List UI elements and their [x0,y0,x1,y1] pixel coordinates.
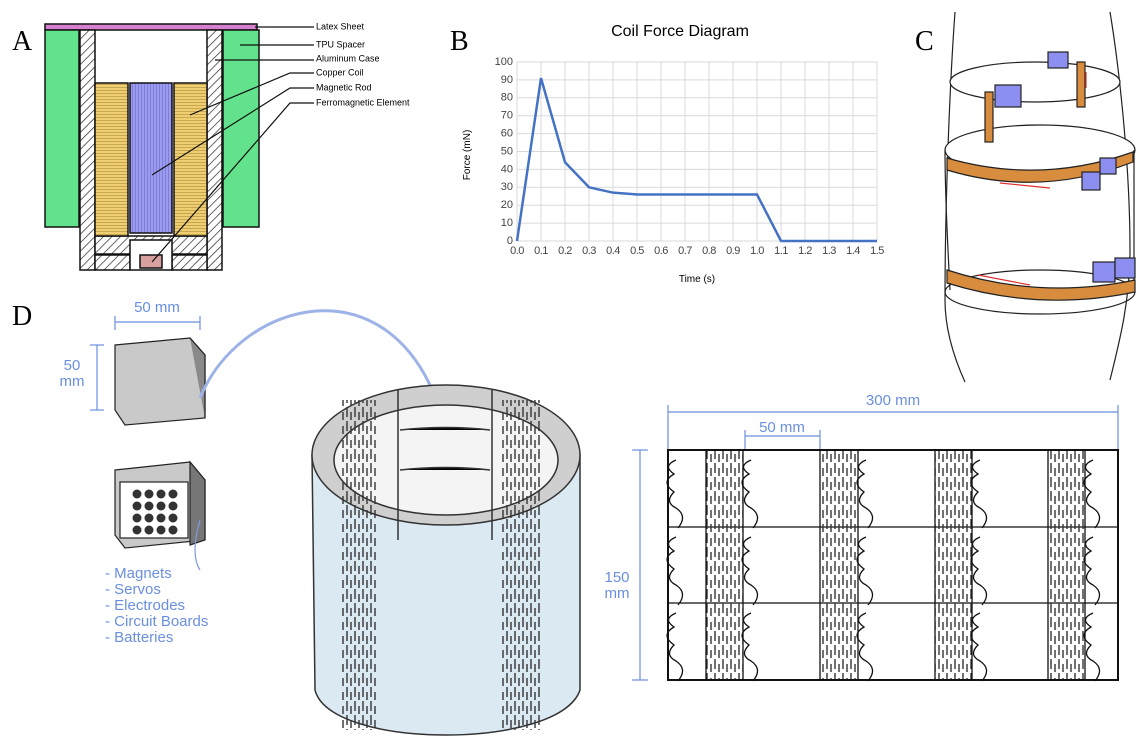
keypad-dot [145,490,154,499]
keypad-dot [133,490,142,499]
dimension-label: 50 [64,357,81,374]
y-tick-label: 80 [501,92,513,104]
keypad-dot [169,502,178,511]
y-tick-label: 70 [501,110,513,122]
part-label: Aluminum Case [316,53,380,63]
leg-illustration [945,12,1135,382]
panel-letter: C [915,26,934,57]
figure: A B C D Latex Sheet TPU Spacer Aluminum … [0,0,1139,748]
keypad-dot [157,514,166,523]
y-axis-label: Force (mN) [462,130,473,181]
part-label: Latex Sheet [316,21,365,31]
x-tick-label: 0.6 [654,245,668,257]
force-chart: Coil Force Diagram Time (s) Force (mN) 0… [462,23,884,285]
keypad-dot [157,502,166,511]
force-line [517,78,877,241]
dimension-label: mm [60,373,85,390]
x-tick-label: 0.3 [582,245,596,257]
y-tick-label: 90 [501,74,513,86]
dimension-label: 150 [604,569,629,586]
keypad-dot [133,526,142,535]
x-tick-label: 1.0 [750,245,764,257]
y-tick-label: 50 [501,145,513,157]
x-tick-label: 0.4 [606,245,620,257]
slit-strip [706,451,743,679]
dimension-label: 50 mm [759,419,805,436]
keypad-dot [145,526,154,535]
y-tick-label: 30 [501,181,513,193]
list-item: - Electrodes [105,597,185,614]
part-label: Copper Coil [316,67,364,77]
contents-list: - Magnets - Servos - Electrodes - Circui… [105,565,208,646]
y-tick-label: 100 [495,56,513,68]
list-item: - Circuit Boards [105,613,208,630]
dimension-label: 300 mm [866,392,920,409]
keypad-dot [169,514,178,523]
coil-diagram [45,24,314,270]
panel-letter: A [12,26,33,57]
keypad-dot [145,502,154,511]
x-tick-label: 0.8 [702,245,716,257]
x-tick-label: 0.0 [510,245,524,257]
panel-letter: D [12,301,32,332]
dimension-label: mm [605,585,630,602]
list-item: - Magnets [105,565,172,582]
cylinder [312,385,580,735]
slit-strip [820,451,857,679]
x-tick-label: 0.1 [534,245,548,257]
x-tick-label: 0.5 [630,245,644,257]
list-item: - Batteries [105,629,173,646]
y-tick-label: 20 [501,199,513,211]
x-tick-label: 1.2 [798,245,812,257]
x-axis-label: Time (s) [679,274,715,285]
x-tick-label: 0.9 [726,245,740,257]
puzzle-panel [667,450,1118,681]
part-labels: Latex Sheet TPU Spacer Aluminum Case Cop… [316,21,410,107]
list-item: - Servos [105,581,161,598]
keypad-dot [169,526,178,535]
keypad-dot [145,514,154,523]
chart-title: Coil Force Diagram [611,23,749,40]
x-tick-label: 1.3 [822,245,836,257]
keypad-dot [133,502,142,511]
y-tick-label: 40 [501,163,513,175]
x-tick-label: 1.1 [774,245,788,257]
part-label: Magnetic Rod [316,82,372,92]
part-label: TPU Spacer [316,39,365,49]
part-label: Ferromagnetic Element [316,97,410,107]
x-tick-label: 1.4 [846,245,860,257]
keypad-dot [133,514,142,523]
y-tick-label: 60 [501,128,513,140]
slit-strip [935,451,972,679]
keypad-dot [157,490,166,499]
keypad-dot [169,490,178,499]
dimension-label: 50 mm [134,299,180,316]
panel-letter: B [450,26,469,57]
slit-strip [1048,451,1085,679]
x-tick-label: 0.7 [678,245,692,257]
x-tick-label: 0.2 [558,245,572,257]
y-tick-label: 10 [501,217,513,229]
keypad-dot [157,526,166,535]
x-tick-label: 1.5 [870,245,884,257]
